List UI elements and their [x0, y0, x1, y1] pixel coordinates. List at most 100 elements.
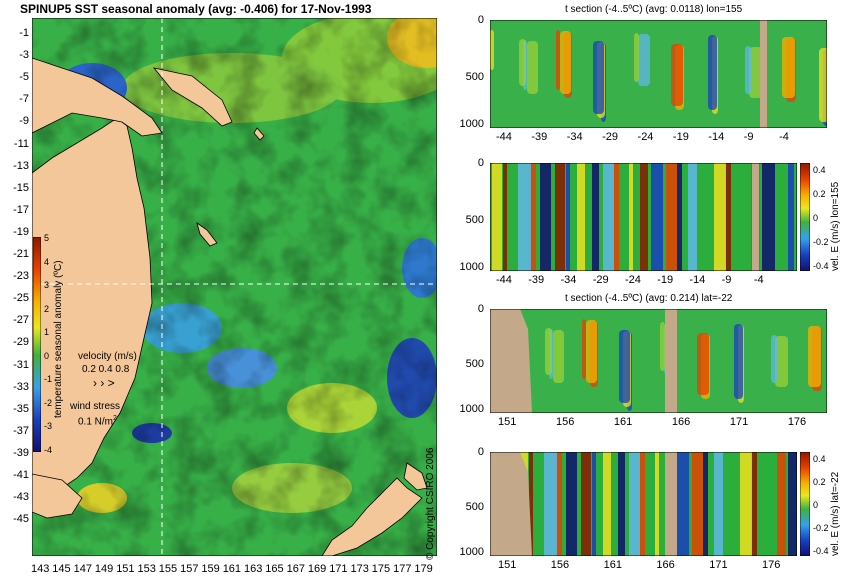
section-land — [760, 20, 767, 128]
velocity-colorbar-tick: -0.4 — [813, 261, 829, 271]
x-tick-label: -44 — [496, 131, 512, 143]
x-tick-label: -44 — [496, 274, 512, 286]
wind-stress-label: wind stress — [70, 401, 121, 412]
lon-tick-label: 179 — [414, 563, 433, 575]
lon-tick-label: 169 — [307, 563, 327, 575]
panel-title: t section (-4..5ºC) (avg: 0.214) lat=-22 — [565, 293, 733, 304]
x-tick-label: -19 — [672, 131, 689, 143]
section-feature — [582, 319, 586, 379]
section-feature — [655, 452, 659, 556]
lat-tick-label: -13 — [13, 159, 29, 172]
section-feature — [666, 163, 677, 271]
section-land — [665, 452, 677, 556]
section-feature — [725, 163, 731, 271]
section-feature — [592, 163, 599, 271]
section-plot — [490, 309, 827, 413]
lon-tick-label: 149 — [94, 563, 114, 575]
x-tick-label: -4 — [779, 131, 789, 143]
lat-tick-label: -1 — [19, 27, 29, 39]
section-background — [490, 20, 827, 128]
velocity-colorbar-tick: 0 — [813, 213, 819, 223]
section-feature — [771, 335, 777, 383]
section-feature — [545, 328, 552, 375]
section-land — [490, 452, 532, 556]
section-feature — [734, 324, 743, 399]
section-feature — [603, 163, 614, 271]
x-tick-label: 176 — [787, 416, 807, 428]
lat-tick-label: -23 — [13, 270, 29, 283]
lon-tick-label: 159 — [201, 563, 220, 575]
lat-tick-label: -27 — [13, 314, 29, 327]
velocity-colorbar-tick: 0.2 — [813, 477, 826, 487]
section-feature — [692, 452, 703, 556]
x-tick-label: -24 — [637, 131, 654, 143]
x-tick-label: 161 — [603, 559, 622, 571]
x-tick-label: -9 — [743, 131, 754, 143]
section-feature — [527, 41, 538, 94]
copyright: © Copyright CSIRO 2006 — [425, 447, 436, 560]
lon-tick-label: 151 — [116, 563, 135, 575]
map-colorbar-label: temperature seasonal anomaly (ºC) — [53, 260, 64, 418]
section-feature — [634, 33, 639, 82]
section-feature — [577, 163, 585, 271]
section-feature — [581, 452, 591, 556]
x-tick-label: -29 — [592, 274, 609, 286]
lat-tick-label: -9 — [19, 115, 29, 128]
lat-tick-label: -3 — [19, 49, 29, 62]
y-tick-label: 1000 — [459, 118, 484, 130]
x-tick-label: -19 — [657, 274, 674, 286]
y-tick-label: 500 — [465, 213, 484, 226]
section-feature — [688, 163, 697, 271]
section-feature — [788, 452, 797, 556]
colorbar-tick-label: -4 — [44, 444, 53, 455]
y-tick-label: 0 — [477, 157, 484, 169]
section-feature — [566, 163, 570, 271]
section-feature — [555, 452, 562, 556]
x-tick-label: 151 — [498, 559, 517, 571]
x-tick-label: 161 — [613, 416, 633, 428]
section-feature — [619, 330, 630, 403]
lat-tick-label: -33 — [13, 380, 29, 393]
section-feature — [603, 452, 611, 556]
section-land — [665, 309, 677, 413]
section-feature — [618, 452, 625, 556]
section-feature — [745, 46, 751, 94]
lon-tick-label: 157 — [180, 563, 199, 575]
colorbar-tick-label: 4 — [44, 256, 50, 267]
lat-tick-label: -39 — [13, 446, 29, 459]
lon-tick-label: 173 — [350, 563, 369, 575]
section-feature — [671, 44, 683, 106]
section-feature — [708, 35, 717, 110]
section-feature — [777, 452, 786, 556]
map-title: SPINUP5 SST seasonal anomaly (avg: -0.40… — [20, 2, 372, 16]
lat-tick-label: -19 — [13, 225, 29, 238]
velocity-colorbar — [800, 163, 810, 271]
section-feature — [518, 163, 531, 271]
velocity-colorbar-tick: -0.2 — [813, 523, 829, 533]
section-feature — [492, 163, 502, 271]
section-feature — [519, 39, 526, 86]
section-feature — [553, 330, 564, 383]
sst-map — [32, 18, 437, 556]
lat-tick-label: -43 — [13, 491, 29, 504]
y-tick-label: 0 — [477, 303, 484, 315]
lat-tick-label: -25 — [13, 292, 29, 305]
x-tick-label: -9 — [721, 274, 732, 286]
velocity-scale: 0.2 0.4 0.8 — [82, 364, 130, 375]
colorbar-tick-label: -3 — [44, 421, 53, 431]
lon-tick-label: 161 — [222, 563, 242, 575]
velocity-colorbar-label: vel. E (m/s) lon=155 — [830, 181, 841, 271]
colorbar-tick-label: -2 — [44, 397, 53, 408]
lon-tick-label: 167 — [286, 563, 305, 575]
y-tick-label: 1000 — [459, 546, 484, 558]
lat-tick-label: -45 — [13, 513, 29, 526]
x-tick-label: 166 — [671, 416, 691, 428]
lat-tick-label: -35 — [13, 402, 29, 415]
section-feature — [556, 30, 560, 90]
lon-tick-label: 163 — [244, 563, 263, 575]
lat-tick-label: -29 — [13, 336, 29, 349]
y-tick-label: 500 — [465, 500, 484, 513]
section-land — [752, 163, 759, 271]
lat-tick-label: -37 — [13, 424, 29, 437]
section-feature — [775, 336, 788, 387]
